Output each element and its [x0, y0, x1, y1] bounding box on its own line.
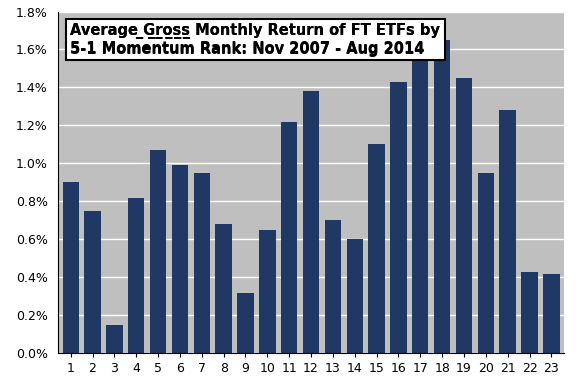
Bar	[150, 150, 166, 353]
Bar	[499, 110, 516, 353]
Bar	[194, 173, 210, 353]
Bar	[390, 82, 407, 353]
Bar	[281, 122, 297, 353]
Bar	[325, 220, 341, 353]
Bar	[128, 198, 145, 353]
Bar	[63, 182, 79, 353]
Text: Average ̲G̲r̲o̲s̲s̲ Monthly Return of FT ETFs by
5-1 Momentum Rank: Nov 2007 - A: Average ̲G̲r̲o̲s̲s̲ Monthly Return of FT…	[70, 23, 440, 57]
Bar	[106, 325, 123, 353]
Bar	[237, 293, 253, 353]
Bar	[347, 239, 363, 353]
Bar	[303, 91, 319, 353]
Bar	[543, 273, 559, 353]
Bar	[259, 230, 275, 353]
Text: Average Gross Monthly Return of FT ETFs by
5-1 Momentum Rank: Nov 2007 - Aug 201: Average Gross Monthly Return of FT ETFs …	[70, 23, 440, 56]
Bar	[434, 40, 450, 353]
Bar	[412, 34, 429, 353]
Bar	[369, 144, 385, 353]
Bar	[172, 165, 188, 353]
Bar	[521, 271, 538, 353]
Bar	[215, 224, 232, 353]
Bar	[456, 78, 472, 353]
Bar	[84, 211, 101, 353]
Bar	[478, 173, 494, 353]
